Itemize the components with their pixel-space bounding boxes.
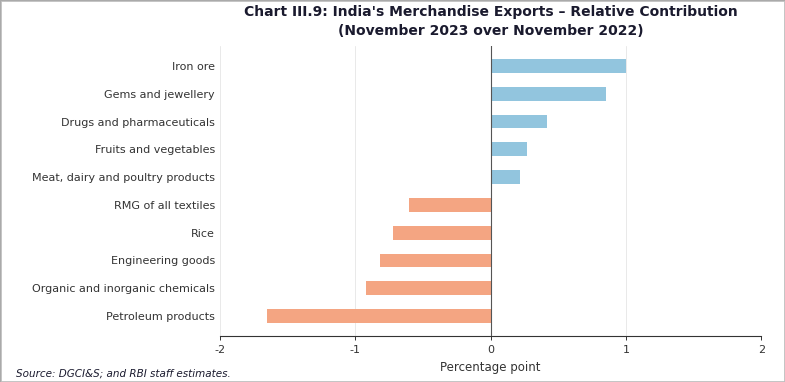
Bar	[491, 170, 520, 184]
Bar	[393, 226, 491, 240]
Bar	[267, 309, 491, 323]
X-axis label: Percentage point: Percentage point	[440, 361, 541, 374]
Bar	[366, 281, 491, 295]
Bar	[491, 87, 606, 101]
Bar	[491, 142, 528, 156]
Title: Chart III.9: India's Merchandise Exports – Relative Contribution
(November 2023 : Chart III.9: India's Merchandise Exports…	[244, 5, 737, 38]
Bar	[491, 115, 547, 128]
Text: Source: DGCI&S; and RBI staff estimates.: Source: DGCI&S; and RBI staff estimates.	[16, 368, 231, 378]
Bar	[491, 59, 626, 73]
Bar	[409, 198, 491, 212]
Bar	[380, 254, 491, 267]
